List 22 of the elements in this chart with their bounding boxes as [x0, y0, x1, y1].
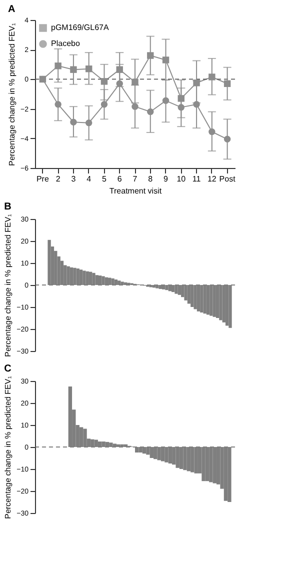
chart-title: C [4, 364, 12, 375]
y-axis-title: Percentage change in % predicted FEV₁ [4, 214, 13, 357]
x-tick-label: 6 [117, 174, 122, 184]
x-tick-label: 5 [102, 174, 108, 184]
x-tick-label: 4 [86, 174, 92, 184]
x-tick-label: 7 [132, 174, 138, 184]
x-tick-label: Post [219, 174, 236, 184]
chart-title: B [4, 202, 12, 213]
y-axis-title: Percentage change in % predicted FEV₁ [4, 376, 13, 519]
x-tick-label: 2 [56, 174, 61, 184]
x-tick-label: Pre [36, 174, 50, 184]
legend-label: pGM169/GL67A [51, 23, 110, 32]
x-tick-label: 10 [176, 174, 186, 184]
x-tick-label: 9 [164, 174, 169, 184]
y-axis-title: Percentage change in % predicted FEV₁ [8, 22, 17, 166]
x-tick-label: 11 [192, 174, 202, 184]
x-tick-label: 8 [148, 174, 154, 184]
x-axis-title: Treatment visit [109, 186, 162, 196]
x-tick-label: 3 [71, 174, 76, 184]
x-tick-label: 12 [207, 174, 217, 184]
legend-label: Placebo [51, 39, 80, 48]
chart-title: A [8, 4, 16, 15]
